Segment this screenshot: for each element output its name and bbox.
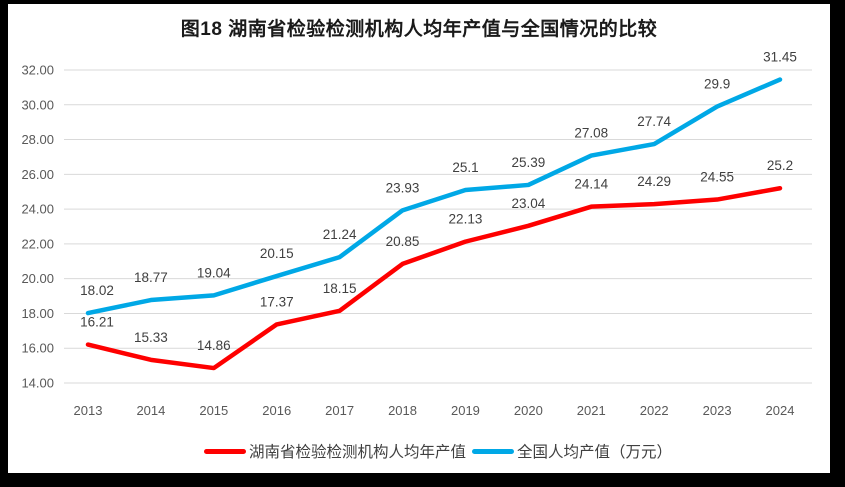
y-axis-tick-label: 20.00 [21, 271, 54, 286]
y-axis-tick-label: 26.00 [21, 167, 54, 182]
chart-title: 图18 湖南省检验检测机构人均年产值与全国情况的比较 [180, 19, 658, 40]
legend-label-national: 全国人均产值（万元） [517, 444, 673, 461]
chart-area: 图18 湖南省检验检测机构人均年产值与全国情况的比较 14.00 16.00 18.… [8, 4, 830, 473]
data-label-national: 29.9 [704, 77, 730, 92]
data-label-national: 25.1 [452, 160, 478, 175]
data-label-hunan: 20.85 [386, 234, 420, 249]
data-label-national: 25.39 [511, 155, 545, 170]
x-axis-tick-label: 2017 [325, 403, 354, 418]
x-axis-tick-label: 2024 [766, 403, 795, 418]
y-axis-tick-label: 16.00 [21, 341, 54, 356]
data-label-national: 27.08 [574, 126, 608, 141]
y-axis-tick-label: 22.00 [21, 236, 54, 251]
y-axis-tick-label: 24.00 [21, 202, 54, 217]
data-label-hunan: 18.15 [323, 281, 357, 296]
legend-swatch-national-line [472, 448, 514, 454]
x-axis-tick-label: 2023 [703, 403, 732, 418]
legend-swatch-hunan-line [203, 448, 246, 454]
data-label-national: 27.74 [637, 114, 671, 129]
legend: 湖南省检验检测机构人均年产值 全国人均产值（万元） [64, 440, 812, 462]
x-axis-tick-label: 2014 [136, 403, 165, 418]
data-label-national: 23.93 [386, 180, 420, 195]
legend-item-hunan: 湖南省检验检测机构人均年产值 [203, 440, 466, 462]
data-label-national: 18.02 [80, 283, 114, 298]
x-axis-tick-label: 2021 [577, 403, 606, 418]
data-label-hunan: 25.2 [767, 158, 793, 173]
x-axis-tick-label: 2013 [74, 403, 103, 418]
series-line-national [85, 77, 783, 316]
x-axis-tick-label: 2022 [640, 403, 669, 418]
line-chart-plot: 14.00 16.00 18.00 20.00 22.00 24.00 26.00 28.00… [21, 50, 812, 418]
data-label-hunan: 14.86 [197, 338, 231, 353]
y-axis-tick-label: 32.00 [21, 63, 54, 78]
data-label-hunan: 24.29 [637, 174, 671, 189]
x-axis-tick-label: 2019 [451, 403, 480, 418]
series-line-hunan [85, 185, 783, 371]
x-axis-tick-label: 2015 [199, 403, 228, 418]
x-axis-tick-label: 2016 [262, 403, 291, 418]
data-label-hunan: 24.14 [574, 177, 608, 192]
y-axis-tick-label: 14.00 [21, 376, 54, 391]
data-label-national: 18.77 [134, 270, 168, 285]
x-axis-tick-label: 2018 [388, 403, 417, 418]
data-label-national: 21.24 [323, 227, 357, 242]
data-label-hunan: 16.21 [80, 315, 114, 330]
data-label-national: 31.45 [763, 50, 797, 65]
data-label-national: 19.04 [197, 265, 231, 280]
data-label-hunan: 22.13 [449, 212, 483, 227]
legend-label-hunan: 湖南省检验检测机构人均年产值 [248, 444, 466, 461]
legend-item-national: 全国人均产值（万元） [472, 440, 672, 462]
y-axis-tick-label: 30.00 [21, 97, 54, 112]
data-label-hunan: 15.33 [134, 330, 168, 345]
data-label-hunan: 17.37 [260, 294, 294, 309]
data-label-hunan: 24.55 [700, 170, 734, 185]
data-label-national: 20.15 [260, 246, 294, 261]
x-axis-tick-label: 2020 [514, 403, 543, 418]
y-axis-tick-label: 18.00 [21, 306, 54, 321]
y-axis-tick-label: 28.00 [21, 132, 54, 147]
data-label-hunan: 23.04 [511, 196, 545, 211]
